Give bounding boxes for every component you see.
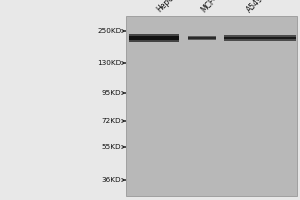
Bar	[129, 34, 178, 42]
Text: 95KD: 95KD	[102, 90, 122, 96]
Text: 36KD: 36KD	[102, 177, 122, 183]
Bar	[224, 37, 296, 39]
Bar	[188, 36, 216, 40]
Text: 72KD: 72KD	[102, 118, 122, 124]
Bar	[129, 36, 178, 40]
Bar	[224, 35, 296, 41]
Text: 55KD: 55KD	[102, 144, 122, 150]
Text: 130KD: 130KD	[97, 60, 122, 66]
Text: A549: A549	[244, 0, 265, 14]
Bar	[188, 37, 216, 39]
Text: 250KD: 250KD	[97, 28, 122, 34]
Bar	[126, 16, 297, 196]
Text: MCF-7: MCF-7	[200, 0, 223, 14]
Text: HepG2: HepG2	[154, 0, 179, 14]
